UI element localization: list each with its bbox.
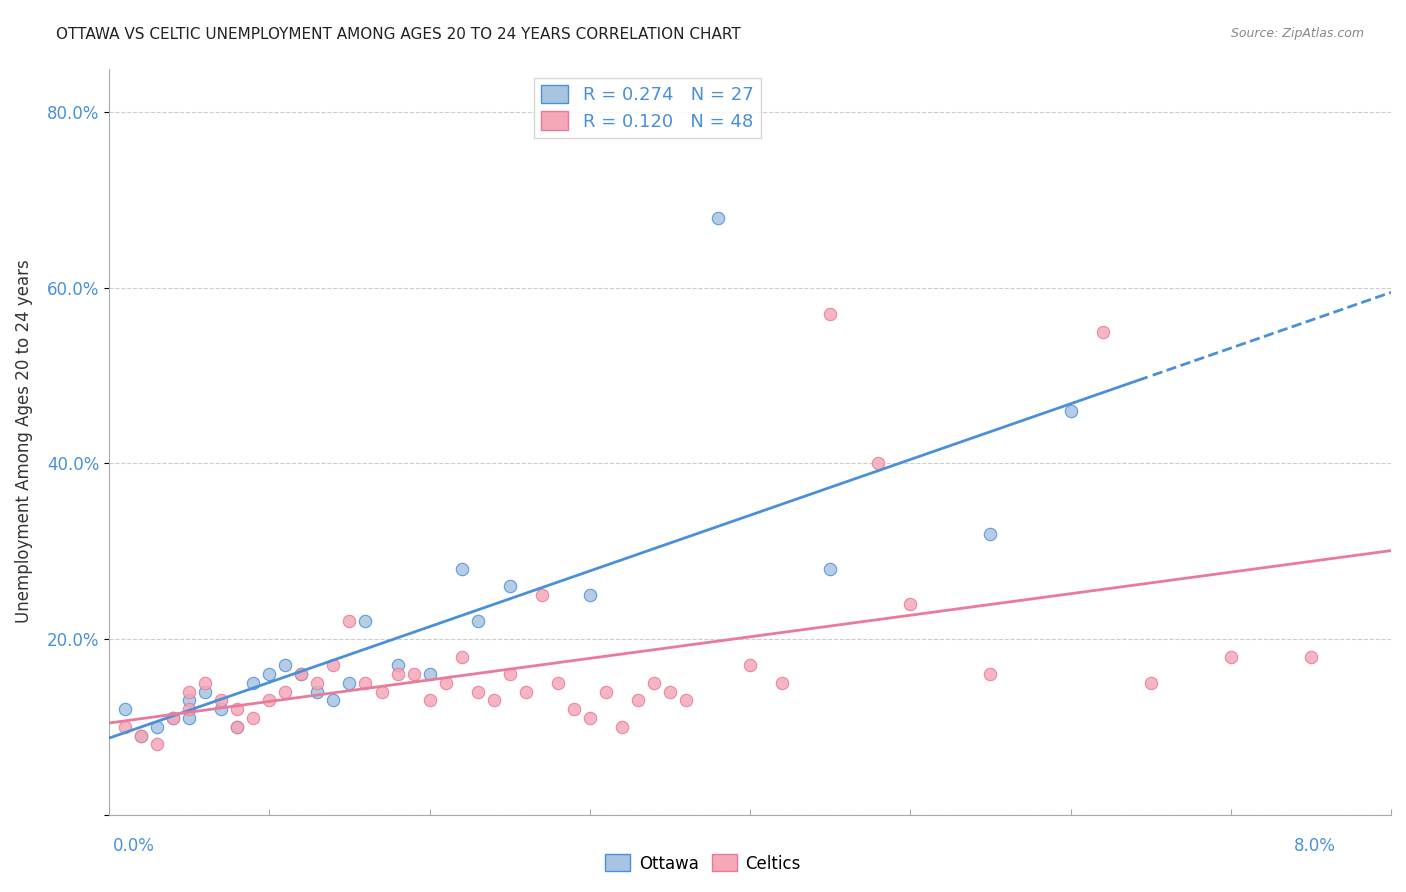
- Point: [738, 658, 761, 673]
- Point: [387, 658, 409, 673]
- Text: 0.0%: 0.0%: [112, 837, 155, 855]
- Point: [194, 676, 217, 690]
- Point: [450, 562, 472, 576]
- Point: [419, 667, 441, 681]
- Point: [242, 711, 264, 725]
- Point: [627, 693, 650, 707]
- Point: [818, 307, 841, 321]
- Point: [129, 729, 152, 743]
- Point: [162, 711, 184, 725]
- Point: [898, 597, 921, 611]
- Point: [707, 211, 730, 225]
- Point: [402, 667, 425, 681]
- Point: [322, 693, 344, 707]
- Point: [259, 667, 281, 681]
- Point: [675, 693, 697, 707]
- Point: [226, 720, 249, 734]
- Point: [579, 588, 602, 602]
- Point: [450, 649, 472, 664]
- Point: [868, 457, 890, 471]
- Point: [114, 702, 136, 716]
- Point: [209, 702, 232, 716]
- Point: [979, 667, 1001, 681]
- Point: [146, 720, 169, 734]
- Point: [242, 676, 264, 690]
- Point: [562, 702, 585, 716]
- Point: [290, 667, 312, 681]
- Point: [354, 676, 377, 690]
- Point: [114, 720, 136, 734]
- Point: [818, 562, 841, 576]
- Point: [643, 676, 665, 690]
- Point: [354, 615, 377, 629]
- Point: [547, 676, 569, 690]
- Text: OTTAWA VS CELTIC UNEMPLOYMENT AMONG AGES 20 TO 24 YEARS CORRELATION CHART: OTTAWA VS CELTIC UNEMPLOYMENT AMONG AGES…: [56, 27, 741, 42]
- Point: [322, 658, 344, 673]
- Point: [482, 693, 505, 707]
- Point: [419, 693, 441, 707]
- Point: [179, 702, 201, 716]
- Point: [979, 526, 1001, 541]
- Point: [499, 579, 522, 593]
- Point: [595, 684, 617, 698]
- Point: [1219, 649, 1241, 664]
- Point: [1091, 325, 1114, 339]
- Legend: R = 0.274   N = 27, R = 0.120   N = 48: R = 0.274 N = 27, R = 0.120 N = 48: [534, 78, 761, 138]
- Point: [339, 676, 361, 690]
- Point: [610, 720, 633, 734]
- Point: [274, 684, 297, 698]
- Point: [274, 658, 297, 673]
- Point: [1299, 649, 1322, 664]
- Point: [467, 684, 489, 698]
- Point: [226, 720, 249, 734]
- Point: [387, 667, 409, 681]
- Point: [162, 711, 184, 725]
- Point: [194, 684, 217, 698]
- Point: [370, 684, 392, 698]
- Point: [307, 684, 329, 698]
- Point: [339, 615, 361, 629]
- Legend: Ottawa, Celtics: Ottawa, Celtics: [599, 847, 807, 880]
- Point: [499, 667, 522, 681]
- Point: [129, 729, 152, 743]
- Point: [209, 693, 232, 707]
- Point: [1059, 404, 1081, 418]
- Point: [226, 702, 249, 716]
- Point: [179, 693, 201, 707]
- Point: [179, 711, 201, 725]
- Point: [530, 588, 553, 602]
- Point: [467, 615, 489, 629]
- Point: [259, 693, 281, 707]
- Point: [579, 711, 602, 725]
- Point: [770, 676, 793, 690]
- Point: [179, 684, 201, 698]
- Point: [290, 667, 312, 681]
- Point: [515, 684, 537, 698]
- Point: [658, 684, 681, 698]
- Point: [434, 676, 457, 690]
- Point: [307, 676, 329, 690]
- Text: Source: ZipAtlas.com: Source: ZipAtlas.com: [1230, 27, 1364, 40]
- Point: [146, 737, 169, 751]
- Point: [1139, 676, 1161, 690]
- Text: 8.0%: 8.0%: [1294, 837, 1336, 855]
- Y-axis label: Unemployment Among Ages 20 to 24 years: Unemployment Among Ages 20 to 24 years: [15, 260, 32, 624]
